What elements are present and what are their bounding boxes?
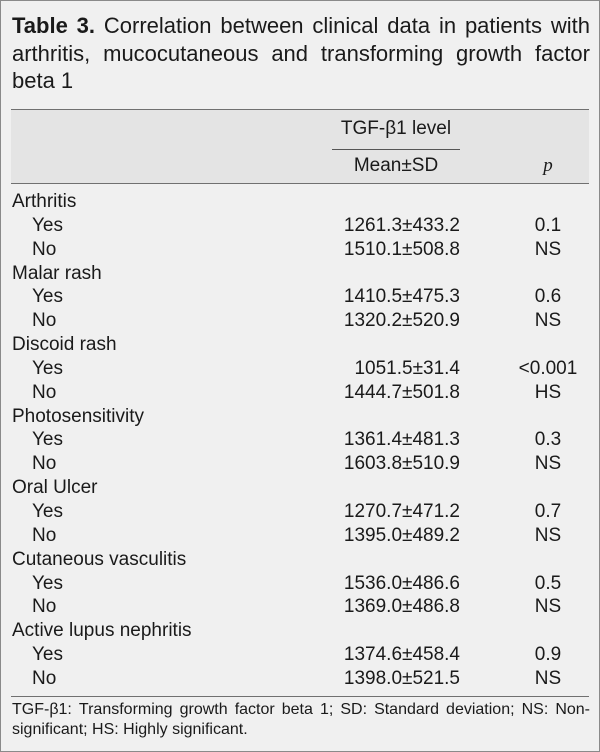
group-label: Photosensitivity <box>12 405 145 427</box>
mean-sd-cell: 1444.7±501.8 <box>343 381 460 403</box>
group-label: Arthritis <box>12 191 77 212</box>
group-row: Malar rash <box>0 262 600 286</box>
row-label: Yes <box>32 357 63 379</box>
row-label: No <box>32 524 57 546</box>
p-value-cell: NS <box>534 238 562 260</box>
table-row: Yes 1361.4±481.3 0.3 <box>0 428 600 452</box>
row-label: No <box>32 667 57 689</box>
table-row: No 1444.7±501.8 HS <box>0 381 600 405</box>
group-label: Oral Ulcer <box>12 477 98 499</box>
table-row: Yes 1410.5±475.3 0.6 <box>0 285 600 309</box>
mean-sd-cell: 1369.0±486.8 <box>343 596 460 618</box>
row-label: Yes <box>32 429 63 451</box>
table-row: No 1510.1±508.8 NS <box>0 238 600 262</box>
mean-sd-cell: 1261.3±433.2 <box>343 214 460 236</box>
mean-sd-cell: 1410.5±475.3 <box>343 286 460 308</box>
mean-sd-cell: 1270.7±471.2 <box>343 500 460 522</box>
table-row: No 1369.0±486.8 NS <box>0 595 600 619</box>
row-label: No <box>32 310 57 332</box>
table-row: Yes 1261.3±433.2 0.1 <box>0 214 600 238</box>
p-value-cell: 0.3 <box>534 429 562 451</box>
row-label: Yes <box>32 286 63 308</box>
group-label: Cutaneous vasculitis <box>12 548 187 570</box>
p-value-cell: 0.7 <box>534 500 562 522</box>
row-label: No <box>32 596 57 618</box>
table-label: Table 3. <box>12 13 96 38</box>
p-value-cell: 0.5 <box>534 572 562 594</box>
bottom-rule <box>11 696 589 697</box>
mean-sd-cell: 1536.0±486.6 <box>343 572 460 594</box>
group-row: Oral Ulcer <box>0 476 600 500</box>
p-value-cell: NS <box>534 310 562 332</box>
header-group: TGF-β1 level <box>340 118 452 139</box>
table-row: Yes 1270.7±471.2 0.7 <box>0 500 600 524</box>
group-label: Malar rash <box>12 262 102 284</box>
table-row: Yes 1536.0±486.6 0.5 <box>0 572 600 596</box>
mean-sd-cell: 1395.0±489.2 <box>343 524 460 546</box>
mean-sd-cell: 1361.4±481.3 <box>343 429 460 451</box>
table-title: Correlation between clinical data in pat… <box>12 13 590 93</box>
table-row: No 1320.2±520.9 NS <box>0 309 600 333</box>
row-label: Yes <box>32 572 63 594</box>
p-value-cell: 0.9 <box>534 644 562 666</box>
group-row: Discoid rash <box>0 333 600 357</box>
p-value-cell: 0.6 <box>534 286 562 308</box>
table-caption: Table 3. Correlation between clinical da… <box>12 12 590 95</box>
p-value-cell: <0.001 <box>518 357 578 379</box>
row-label: No <box>32 238 57 260</box>
p-value-cell: HS <box>534 381 562 403</box>
group-label: Active lupus nephritis <box>12 620 192 642</box>
p-value-cell: 0.1 <box>534 214 562 236</box>
mean-sd-cell: 1320.2±520.9 <box>343 310 460 332</box>
p-value-cell: NS <box>534 453 562 475</box>
header-mean: Mean±SD <box>353 155 439 176</box>
row-label: No <box>32 453 57 475</box>
p-value-cell: NS <box>534 667 562 689</box>
p-value-cell: NS <box>534 524 562 546</box>
row-label: Yes <box>32 644 63 666</box>
table-row: No 1395.0±489.2 NS <box>0 524 600 548</box>
group-row: Active lupus nephritis <box>0 619 600 643</box>
group-row: Cutaneous vasculitis <box>0 548 600 572</box>
table-row: Yes 1051.5±31.4 <0.001 <box>0 357 600 381</box>
group-label: Discoid rash <box>12 334 117 356</box>
top-rule <box>11 109 589 110</box>
mean-sd-cell: 1051.5±31.4 <box>354 357 460 379</box>
group-row: Arthritis <box>0 190 600 214</box>
mean-sd-cell: 1510.1±508.8 <box>343 238 460 260</box>
group-row: Photosensitivity <box>0 405 600 429</box>
table-row: No 1398.0±521.5 NS <box>0 667 600 691</box>
row-label: Yes <box>32 500 63 522</box>
table-row: No 1603.8±510.9 NS <box>0 452 600 476</box>
header-p: p <box>543 155 553 176</box>
mean-sd-cell: 1374.6±458.4 <box>343 644 460 666</box>
header-rule <box>11 183 589 184</box>
table-row: Yes 1374.6±458.4 0.9 <box>0 643 600 667</box>
mean-sd-cell: 1398.0±521.5 <box>343 667 460 689</box>
header-group-rule <box>332 149 460 150</box>
mean-sd-cell: 1603.8±510.9 <box>343 453 460 475</box>
table-header <box>11 110 589 183</box>
footnote: TGF-β1: Transforming growth factor beta … <box>12 701 590 738</box>
p-value-cell: NS <box>534 596 562 618</box>
row-label: Yes <box>32 214 63 236</box>
row-label: No <box>32 381 57 403</box>
table-body: Arthritis Yes 1261.3±433.2 0.1 No 1510.1±508.… <box>0 190 600 691</box>
